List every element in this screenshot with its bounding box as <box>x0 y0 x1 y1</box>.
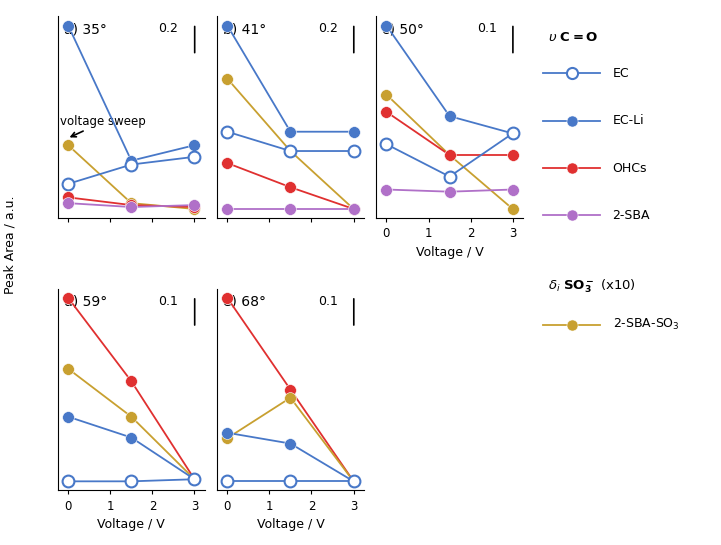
Text: c) 50°: c) 50° <box>382 22 424 37</box>
Text: e) 68°: e) 68° <box>223 295 265 309</box>
Text: 0.2: 0.2 <box>318 22 337 35</box>
Text: b) 41°: b) 41° <box>223 22 266 37</box>
Text: EC: EC <box>613 66 629 80</box>
Text: EC-Li: EC-Li <box>613 114 644 127</box>
X-axis label: Voltage / V: Voltage / V <box>97 518 165 531</box>
Text: 0.1: 0.1 <box>318 295 337 308</box>
X-axis label: Voltage / V: Voltage / V <box>416 246 483 259</box>
Text: d) 59°: d) 59° <box>63 295 107 309</box>
Text: OHCs: OHCs <box>613 161 647 174</box>
Text: Peak Area / a.u.: Peak Area / a.u. <box>4 196 17 294</box>
Text: $\upsilon$ $\mathbf{C=O}$: $\upsilon$ $\mathbf{C=O}$ <box>548 31 598 44</box>
Text: 0.1: 0.1 <box>159 295 179 308</box>
Text: voltage sweep: voltage sweep <box>61 116 146 137</box>
Text: 2-SBA-SO$_3$: 2-SBA-SO$_3$ <box>613 317 679 332</box>
Text: 2-SBA: 2-SBA <box>613 209 650 222</box>
Text: $\delta_i$ $\mathbf{SO_3^-}$ (x10): $\delta_i$ $\mathbf{SO_3^-}$ (x10) <box>548 277 636 295</box>
X-axis label: Voltage / V: Voltage / V <box>257 518 324 531</box>
Text: 0.1: 0.1 <box>477 22 497 35</box>
Text: 0.2: 0.2 <box>159 22 179 35</box>
Text: a) 35°: a) 35° <box>63 22 107 37</box>
